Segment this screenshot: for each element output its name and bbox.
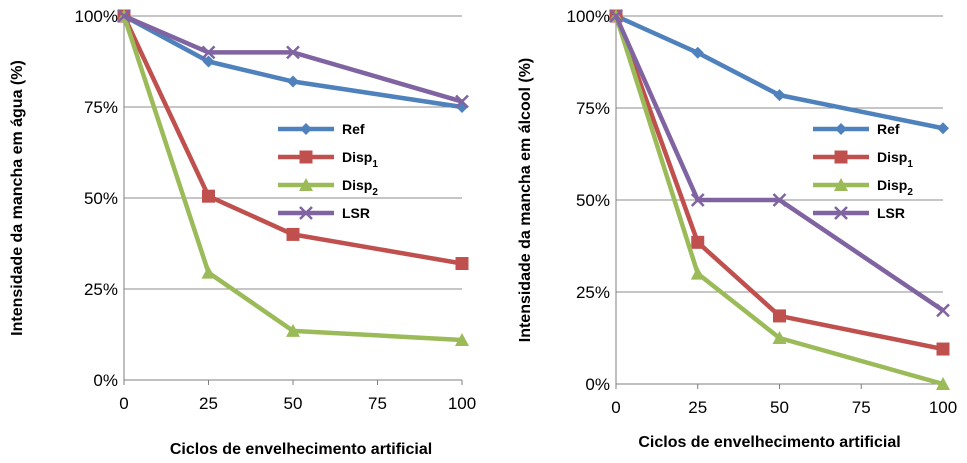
x-tick-label: 25 [688,398,707,417]
y-tick-label: 50% [84,189,118,208]
x-tick-label: 75 [852,398,871,417]
series-line [123,13,463,104]
data-point [455,257,469,271]
data-point [936,303,950,318]
series-disp1 [117,9,469,271]
legend-marker [299,150,313,164]
series-line [613,15,944,352]
data-point [772,193,787,207]
y-tick-label: 75% [84,98,118,117]
y-axis-title: Intensidade da mancha em água (%) [9,60,26,336]
legend-label: Ref [877,121,900,137]
data-point [772,331,787,344]
series-disp1 [609,9,950,356]
data-point [690,193,705,207]
series-line [613,15,944,387]
legend-label: Disp1 [877,149,913,170]
legend-entry: Disp2 [813,177,913,198]
legend-marker [835,123,847,135]
x-tick-label: 100 [448,394,476,413]
x-tick-label: 25 [199,394,218,413]
series-disp2 [117,9,469,346]
x-axis-title: Ciclos de envelhecimento artificial [638,434,900,451]
chart-left: 0% 25% 50% 75% 100% 0 25 50 75 100 Ciclos de envel… [0,0,480,463]
x-tick-label: 50 [770,398,789,417]
legend-label: Disp1 [342,149,378,170]
chart-right: 0% 25% 50% 75% 100% 0 25 50 75 100 Ciclos de envel… [487,0,967,463]
legend-entry: Disp2 [278,177,378,198]
legend-marker [299,178,313,191]
x-tick-label: 100 [929,398,957,417]
legend-label: Disp2 [877,177,913,198]
data-point [287,75,299,88]
data-point [286,323,300,337]
y-tick-label: 0% [93,371,118,390]
legend-marker [299,206,313,220]
series-ref [118,10,468,113]
data-point [691,46,704,59]
data-point [202,55,215,68]
y-tick-label: 100% [75,7,118,26]
data-point [936,377,950,390]
line-chart-water: 0% 25% 50% 75% 100% 0 25 50 75 100 Ciclos de envel… [9,7,476,458]
y-tick-label: 25% [576,283,610,302]
data-point [690,266,705,280]
data-point [773,89,786,102]
y-tick-label: 75% [576,99,610,118]
data-point [773,309,786,323]
series-line [613,15,945,313]
legend-entry: LSR [278,205,370,221]
legend-entry: Disp1 [813,149,913,170]
legend-entry: LSR [813,205,905,221]
series-line [122,14,463,110]
legend-marker [300,123,312,135]
data-point [455,332,469,346]
legend-marker [834,178,848,191]
x-tick-label: 75 [368,394,387,413]
legend-marker [834,206,848,220]
legend-marker [834,150,848,164]
x-tick-label: 0 [611,398,620,417]
data-point [286,45,300,60]
x-axis-title: Ciclos de envelhecimento artificial [170,441,432,458]
legend-label: LSR [877,205,905,221]
data-point [937,122,949,135]
legend-entry: Ref [813,121,900,137]
series-lsr [609,9,950,318]
series-line [615,13,944,131]
data-point [201,45,216,60]
y-tick-label: 50% [576,191,610,210]
legend-label: Ref [342,121,365,137]
line-chart-alcohol: 0% 25% 50% 75% 100% 0 25 50 75 100 Ciclos de envel… [517,7,957,451]
y-tick-label: 100% [567,7,610,26]
legend-label: Disp2 [342,177,378,198]
data-point [201,265,216,279]
data-point [455,94,469,109]
data-point [286,227,300,241]
data-point [202,189,215,203]
data-point [936,342,950,356]
x-tick-label: 50 [284,394,303,413]
data-point [691,235,705,249]
y-axis-title: Intensidade da mancha em álcool (%) [517,58,534,343]
legend-entry: Disp1 [278,149,378,170]
y-tick-label: 25% [84,280,118,299]
series-lsr [117,9,469,109]
data-point [117,9,131,23]
y-tick-label: 0% [585,375,610,394]
legend: Ref Disp1 Disp2 LSR [813,121,913,221]
legend: Ref Disp1 Disp2 LSR [278,121,378,221]
series-line [121,15,463,266]
series-line [121,15,463,343]
legend-label: LSR [342,205,370,221]
legend-entry: Ref [278,121,365,137]
x-tick-label: 0 [119,394,128,413]
data-point [609,9,623,23]
